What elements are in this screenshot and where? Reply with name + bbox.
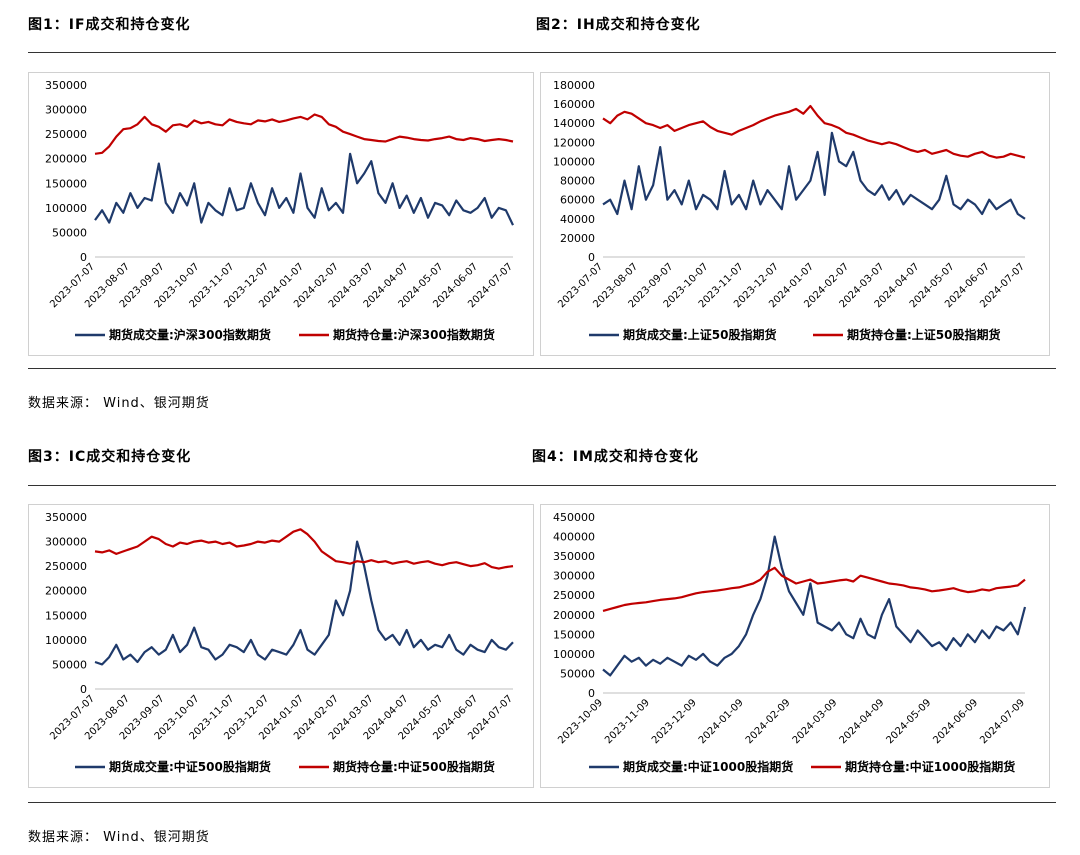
y-tick-label: 300000 [553, 570, 595, 583]
bottom-rule [28, 485, 1056, 486]
y-tick-label: 200000 [553, 609, 595, 622]
figure-4-title: 图4：IM成交和持仓变化 [532, 449, 699, 465]
series-volume-line [602, 535, 1027, 677]
y-tick-label: 180000 [553, 79, 595, 92]
x-tick-label: 2024-04-09 [838, 697, 887, 746]
series-open-interest-line [94, 113, 514, 155]
y-tick-label: 100000 [553, 155, 595, 168]
y-tick-label: 300000 [45, 536, 87, 549]
y-tick-label: 150000 [553, 628, 595, 641]
source-top: 数据来源： Wind、银河期货 [28, 396, 210, 411]
y-tick-label: 0 [80, 683, 87, 696]
y-tick-label: 20000 [560, 232, 595, 245]
y-tick-label: 0 [80, 251, 87, 264]
y-tick-label: 250000 [45, 560, 87, 573]
y-tick-label: 250000 [45, 128, 87, 141]
chart-ih: 0 20000 40000 60000 80000 100000 120000 140000 1… [540, 72, 1050, 356]
y-tick-label: 350000 [45, 79, 87, 92]
y-tick-label: 150000 [45, 177, 87, 190]
x-tick-label: 2023-12-09 [650, 697, 699, 746]
y-tick-label: 80000 [560, 175, 595, 188]
y-tick-label: 200000 [45, 585, 87, 598]
figure-2-title: 图2：IH成交和持仓变化 [536, 17, 701, 33]
series-open-interest-line [94, 528, 514, 570]
y-tick-label: 450000 [553, 511, 595, 524]
legend-label: 期货成交量:中证500股指期货 [109, 759, 271, 774]
y-tick-label: 0 [588, 687, 595, 700]
x-tick-label: 2024-06-09 [931, 697, 980, 746]
legend-label: 期货持仓量:中证1000股指期货 [845, 759, 1015, 774]
x-tick-label: 2023-10-09 [556, 697, 605, 746]
x-tick-label: 2024-02-09 [744, 697, 793, 746]
y-tick-label: 300000 [45, 104, 87, 117]
y-tick-label: 40000 [560, 213, 595, 226]
figure-3-title: 图3：IC成交和持仓变化 [28, 449, 192, 465]
y-tick-label: 50000 [52, 658, 87, 671]
series-volume-line [94, 540, 514, 666]
series-volume-line [94, 152, 514, 226]
legend-label: 期货成交量:上证50股指期货 [623, 327, 777, 342]
chart-im-svg: 0 50000 100000 150000 200000 250000 300000 3500… [553, 511, 1027, 774]
top-bottom-rule [28, 368, 1056, 369]
source-bottom: 数据来源： Wind、银河期货 [28, 830, 210, 845]
x-tick-label: 2023-11-09 [603, 697, 652, 746]
y-tick-label: 140000 [553, 117, 595, 130]
y-tick-label: 400000 [553, 531, 595, 544]
y-tick-label: 150000 [45, 609, 87, 622]
y-tick-label: 160000 [553, 98, 595, 111]
chart-ic: 0 50000 100000 150000 200000 250000 300000 3500… [28, 504, 534, 788]
y-tick-label: 200000 [45, 153, 87, 166]
chart-ih-svg: 0 20000 40000 60000 80000 100000 120000 140000 1… [553, 79, 1027, 342]
y-tick-label: 100000 [45, 202, 87, 215]
top-rule [28, 52, 1056, 53]
y-tick-label: 100000 [553, 648, 595, 661]
legend-label: 期货成交量:中证1000股指期货 [623, 759, 793, 774]
x-tick-label: 2024-05-09 [884, 697, 933, 746]
legend-label: 期货持仓量:沪深300指数期货 [333, 327, 495, 342]
legend-label: 期货持仓量:上证50股指期货 [847, 327, 1001, 342]
x-tick-label: 2024-01-09 [697, 697, 746, 746]
legend-label: 期货成交量:沪深300指数期货 [109, 327, 271, 342]
y-tick-label: 350000 [45, 511, 87, 524]
y-tick-label: 350000 [553, 550, 595, 563]
legend-label: 期货持仓量:中证500股指期货 [333, 759, 495, 774]
series-open-interest-line [602, 104, 1026, 159]
y-tick-label: 250000 [553, 589, 595, 602]
series-open-interest-line [602, 566, 1026, 612]
bottom-bottom-rule [28, 802, 1056, 803]
x-tick-label: 2024-03-09 [791, 697, 840, 746]
figure-1-title: 图1：IF成交和持仓变化 [28, 17, 191, 33]
y-tick-label: 50000 [560, 667, 595, 680]
y-tick-label: 60000 [560, 194, 595, 207]
series-volume-line [602, 131, 1026, 220]
chart-if: 0 50000 100000 150000 200000 250000 300000 3500… [28, 72, 534, 356]
chart-im: 0 50000 100000 150000 200000 250000 300000 3500… [540, 504, 1050, 788]
y-tick-label: 120000 [553, 136, 595, 149]
y-tick-label: 0 [588, 251, 595, 264]
y-tick-label: 100000 [45, 634, 87, 647]
x-tick-label: 2024-07-09 [978, 697, 1027, 746]
chart-ic-svg: 0 50000 100000 150000 200000 250000 300000 3500… [45, 511, 515, 774]
y-tick-label: 50000 [52, 226, 87, 239]
chart-if-svg: 0 50000 100000 150000 200000 250000 300000 3500… [45, 79, 515, 342]
